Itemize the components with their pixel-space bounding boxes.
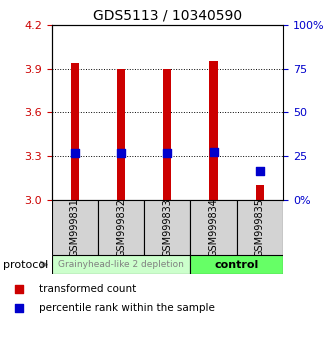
Text: protocol: protocol — [3, 259, 49, 270]
Text: GSM999831: GSM999831 — [70, 198, 80, 257]
Text: percentile rank within the sample: percentile rank within the sample — [39, 303, 214, 313]
Point — [119, 150, 124, 156]
Point — [211, 149, 216, 155]
Bar — [52, 200, 98, 255]
Bar — [98, 200, 144, 255]
Text: Grainyhead-like 2 depletion: Grainyhead-like 2 depletion — [58, 260, 184, 269]
Text: GSM999832: GSM999832 — [116, 198, 126, 257]
Point — [165, 150, 170, 156]
Point — [257, 168, 263, 174]
Text: GSM999834: GSM999834 — [208, 198, 219, 257]
Bar — [190, 255, 283, 274]
Text: control: control — [215, 259, 259, 270]
Title: GDS5113 / 10340590: GDS5113 / 10340590 — [93, 8, 242, 22]
Bar — [209, 61, 218, 200]
Point — [72, 150, 77, 156]
Text: transformed count: transformed count — [39, 284, 136, 294]
Bar — [71, 63, 79, 200]
Point — [280, 40, 285, 45]
Bar — [163, 69, 171, 200]
Bar — [190, 200, 237, 255]
Text: GSM999833: GSM999833 — [162, 198, 172, 257]
Bar — [52, 255, 190, 274]
Bar — [117, 69, 125, 200]
Bar — [237, 200, 283, 255]
Bar — [144, 200, 190, 255]
Point — [280, 217, 285, 222]
Bar — [256, 185, 264, 200]
Text: GSM999835: GSM999835 — [255, 198, 265, 257]
